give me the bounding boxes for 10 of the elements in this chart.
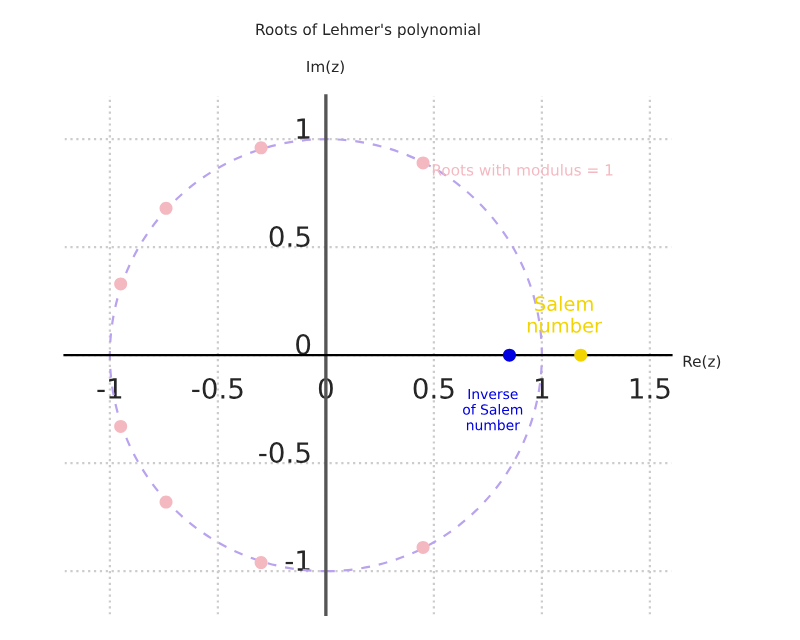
x-tick-label: -0.5 (192, 377, 243, 399)
x-tick-label: 0.5 (413, 377, 454, 399)
x-tick-label: 1.5 (630, 378, 670, 399)
y-tick-label: 0 (296, 334, 311, 356)
y-tick-label: 1 (297, 118, 310, 139)
y-tick-label: -0.5 (259, 442, 310, 464)
x-tick-label: 1 (536, 378, 549, 399)
x-tick-label: -1 (97, 378, 122, 399)
y-tick-label: 0.5 (269, 226, 310, 248)
annotation: Salem number (527, 296, 603, 333)
